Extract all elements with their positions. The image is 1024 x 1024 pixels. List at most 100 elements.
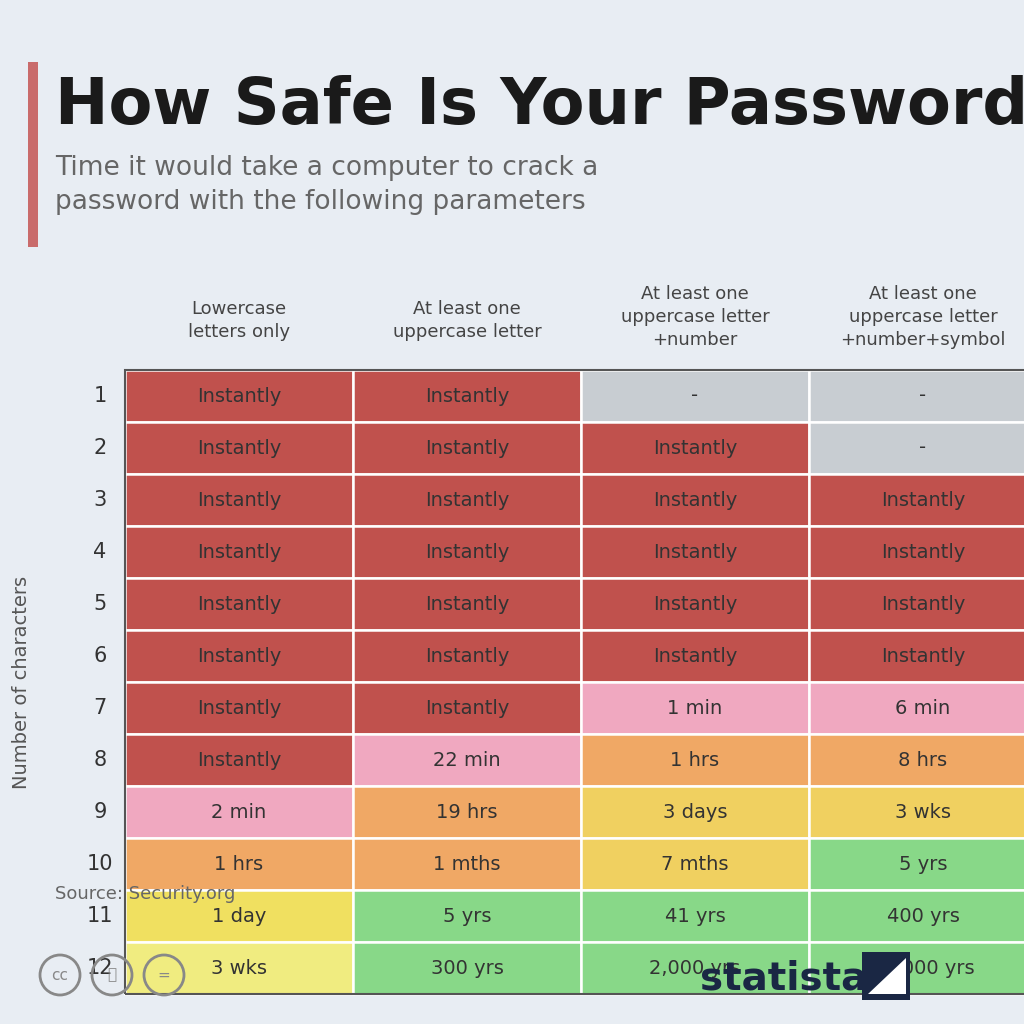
Text: ⓘ: ⓘ <box>108 968 117 982</box>
Bar <box>581 890 809 942</box>
Bar <box>581 370 809 422</box>
Text: 10: 10 <box>87 854 114 874</box>
Bar <box>125 526 353 578</box>
Text: 7: 7 <box>93 698 106 718</box>
Bar <box>125 838 353 890</box>
Text: 400 yrs: 400 yrs <box>887 906 959 926</box>
Bar <box>353 422 581 474</box>
Text: Instantly: Instantly <box>425 386 509 406</box>
Text: Instantly: Instantly <box>425 543 509 561</box>
Bar <box>353 578 581 630</box>
Text: Instantly: Instantly <box>197 698 282 718</box>
Text: 2: 2 <box>93 438 106 458</box>
Text: Instantly: Instantly <box>425 646 509 666</box>
Bar <box>809 682 1024 734</box>
Text: 300 yrs: 300 yrs <box>430 958 504 978</box>
Text: 8: 8 <box>93 750 106 770</box>
Bar <box>581 578 809 630</box>
Text: Instantly: Instantly <box>197 751 282 769</box>
Text: Instantly: Instantly <box>653 543 737 561</box>
Bar <box>353 370 581 422</box>
Text: 34,000 yrs: 34,000 yrs <box>871 958 975 978</box>
Bar <box>125 682 353 734</box>
Bar <box>809 786 1024 838</box>
Bar <box>125 578 353 630</box>
Text: Lowercase
letters only: Lowercase letters only <box>188 300 290 341</box>
Text: 19 hrs: 19 hrs <box>436 803 498 821</box>
Bar <box>125 734 353 786</box>
Bar <box>353 942 581 994</box>
Bar <box>353 474 581 526</box>
Text: Instantly: Instantly <box>881 595 966 613</box>
Text: 1: 1 <box>93 386 106 406</box>
Text: statista: statista <box>700 961 867 998</box>
Text: Instantly: Instantly <box>881 543 966 561</box>
Bar <box>353 734 581 786</box>
Bar <box>353 630 581 682</box>
Text: cc: cc <box>51 968 69 982</box>
Text: 3 wks: 3 wks <box>211 958 267 978</box>
Bar <box>581 474 809 526</box>
Bar <box>581 734 809 786</box>
Text: 1 mths: 1 mths <box>433 854 501 873</box>
Bar <box>125 370 353 422</box>
Text: 1 min: 1 min <box>668 698 723 718</box>
Bar <box>809 422 1024 474</box>
Text: At least one
uppercase letter
+number+symbol: At least one uppercase letter +number+sy… <box>841 285 1006 349</box>
Text: Instantly: Instantly <box>425 438 509 458</box>
Text: 41 yrs: 41 yrs <box>665 906 725 926</box>
Bar <box>353 786 581 838</box>
Text: Instantly: Instantly <box>881 490 966 510</box>
Bar <box>353 838 581 890</box>
Text: At least one
uppercase letter: At least one uppercase letter <box>392 300 542 341</box>
Text: -: - <box>920 438 927 458</box>
Bar <box>125 630 353 682</box>
Bar <box>125 890 353 942</box>
Bar <box>581 942 809 994</box>
Text: 2,000 yrs: 2,000 yrs <box>649 958 740 978</box>
Bar <box>809 370 1024 422</box>
Text: Instantly: Instantly <box>425 490 509 510</box>
Text: -: - <box>691 386 698 406</box>
Bar <box>809 838 1024 890</box>
Bar <box>28 62 38 247</box>
Text: Time it would take a computer to crack a
password with the following parameters: Time it would take a computer to crack a… <box>55 155 598 215</box>
Text: 1 hrs: 1 hrs <box>214 854 263 873</box>
Bar <box>862 952 910 1000</box>
Text: 3 days: 3 days <box>663 803 727 821</box>
Text: 22 min: 22 min <box>433 751 501 769</box>
Text: Instantly: Instantly <box>653 438 737 458</box>
Polygon shape <box>868 958 906 994</box>
Text: 7 mths: 7 mths <box>662 854 729 873</box>
Bar <box>125 786 353 838</box>
Text: Instantly: Instantly <box>197 490 282 510</box>
Bar <box>125 474 353 526</box>
Bar <box>581 838 809 890</box>
Text: 9: 9 <box>93 802 106 822</box>
Bar <box>125 942 353 994</box>
Text: Instantly: Instantly <box>653 595 737 613</box>
Text: Instantly: Instantly <box>881 646 966 666</box>
Text: 1 day: 1 day <box>212 906 266 926</box>
Bar <box>581 526 809 578</box>
Text: 11: 11 <box>87 906 114 926</box>
Text: Instantly: Instantly <box>197 595 282 613</box>
Text: -: - <box>920 386 927 406</box>
Text: 1 hrs: 1 hrs <box>671 751 720 769</box>
Bar <box>809 890 1024 942</box>
Bar <box>125 422 353 474</box>
Text: Instantly: Instantly <box>653 490 737 510</box>
Bar <box>809 630 1024 682</box>
Bar <box>581 786 809 838</box>
Text: 3: 3 <box>93 490 106 510</box>
Text: 4: 4 <box>93 542 106 562</box>
Text: 6 min: 6 min <box>895 698 950 718</box>
Bar <box>581 422 809 474</box>
Bar <box>809 734 1024 786</box>
Text: 2 min: 2 min <box>211 803 266 821</box>
Text: Instantly: Instantly <box>653 646 737 666</box>
Bar <box>809 942 1024 994</box>
Text: Instantly: Instantly <box>197 543 282 561</box>
Text: How Safe Is Your Password?: How Safe Is Your Password? <box>55 75 1024 137</box>
Bar <box>809 578 1024 630</box>
